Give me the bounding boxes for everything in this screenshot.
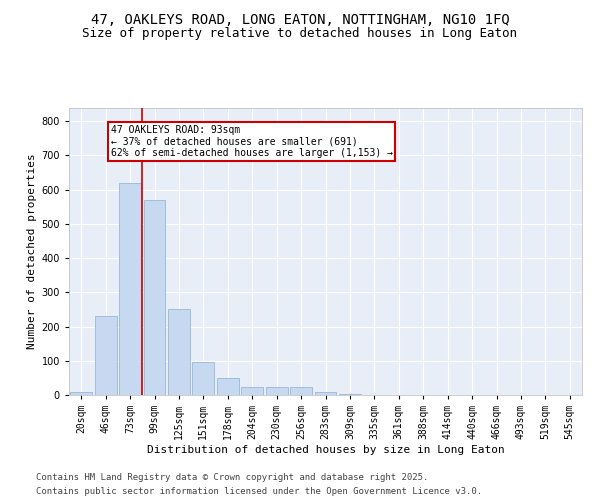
X-axis label: Distribution of detached houses by size in Long Eaton: Distribution of detached houses by size … <box>146 445 505 455</box>
Bar <box>119 183 141 395</box>
Bar <box>143 200 166 395</box>
Bar <box>290 388 312 395</box>
Bar <box>339 394 361 395</box>
Bar <box>266 388 287 395</box>
Text: Contains HM Land Registry data © Crown copyright and database right 2025.: Contains HM Land Registry data © Crown c… <box>36 472 428 482</box>
Bar <box>241 388 263 395</box>
Y-axis label: Number of detached properties: Number of detached properties <box>28 154 37 349</box>
Bar <box>193 362 214 395</box>
Text: 47, OAKLEYS ROAD, LONG EATON, NOTTINGHAM, NG10 1FQ: 47, OAKLEYS ROAD, LONG EATON, NOTTINGHAM… <box>91 12 509 26</box>
Bar <box>217 378 239 395</box>
Bar <box>95 316 116 395</box>
Bar <box>314 392 337 395</box>
Text: Size of property relative to detached houses in Long Eaton: Size of property relative to detached ho… <box>83 28 517 40</box>
Text: 47 OAKLEYS ROAD: 93sqm
← 37% of detached houses are smaller (691)
62% of semi-de: 47 OAKLEYS ROAD: 93sqm ← 37% of detached… <box>110 124 392 158</box>
Bar <box>168 310 190 395</box>
Bar <box>70 392 92 395</box>
Text: Contains public sector information licensed under the Open Government Licence v3: Contains public sector information licen… <box>36 488 482 496</box>
